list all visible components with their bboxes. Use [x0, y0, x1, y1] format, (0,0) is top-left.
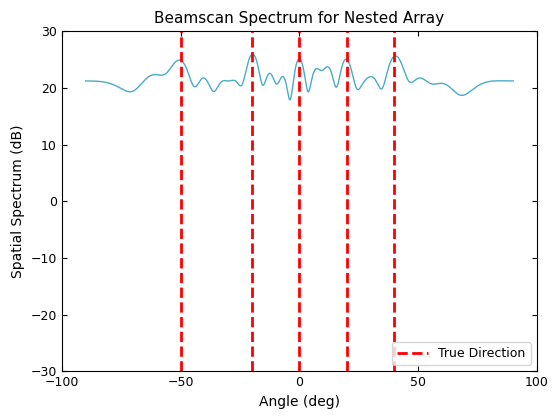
- Legend: True Direction: True Direction: [392, 342, 531, 365]
- True Direction: [178, 199, 184, 204]
- X-axis label: Angle (deg): Angle (deg): [259, 395, 340, 409]
- Title: Beamscan Spectrum for Nested Array: Beamscan Spectrum for Nested Array: [155, 11, 445, 26]
- True Direction: [178, 193, 184, 198]
- Y-axis label: Spatial Spectrum (dB): Spatial Spectrum (dB): [11, 125, 25, 278]
